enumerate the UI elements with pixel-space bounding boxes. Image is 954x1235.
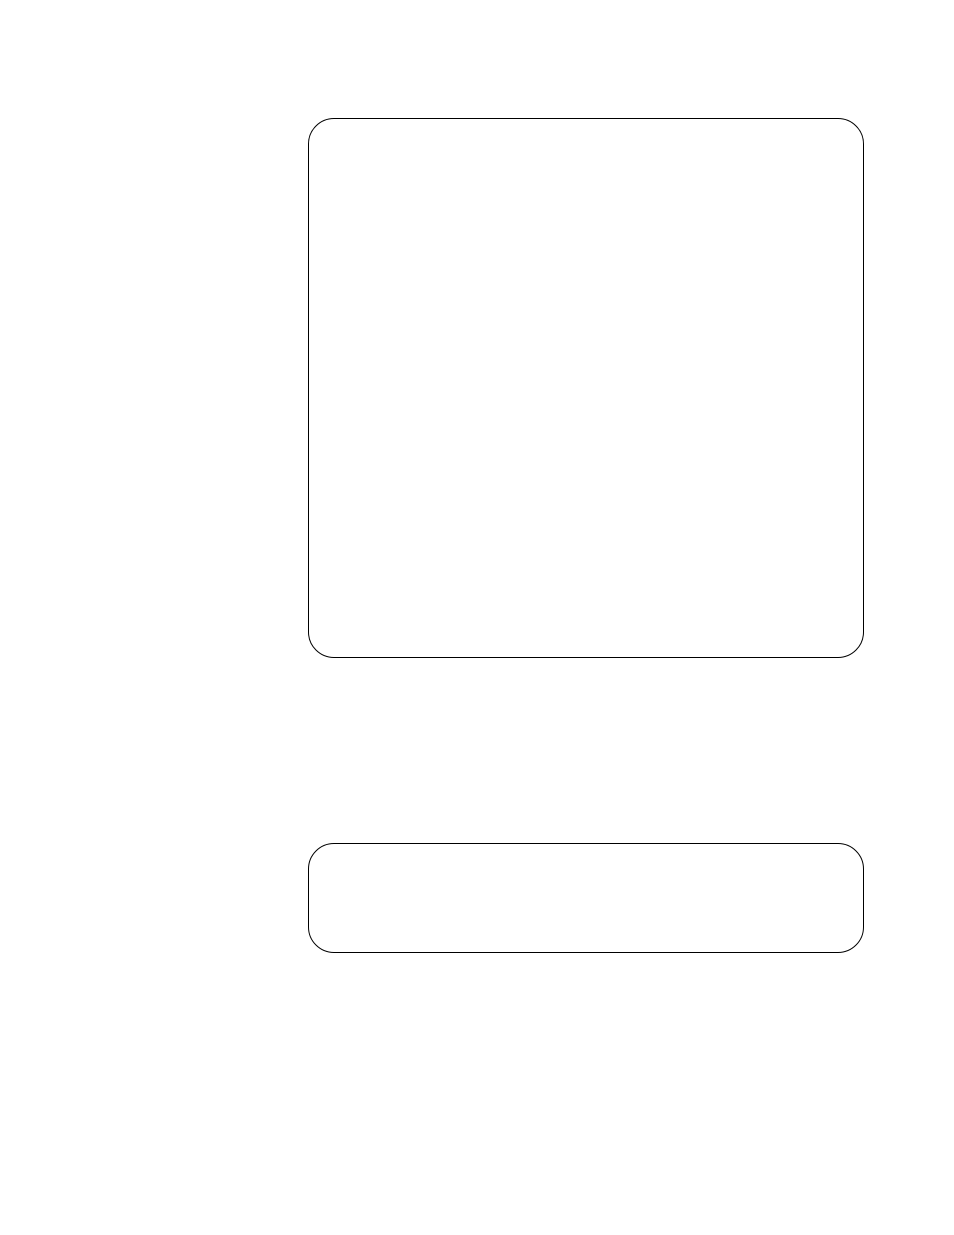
large-rounded-box bbox=[308, 118, 864, 658]
small-rounded-box bbox=[308, 843, 864, 953]
